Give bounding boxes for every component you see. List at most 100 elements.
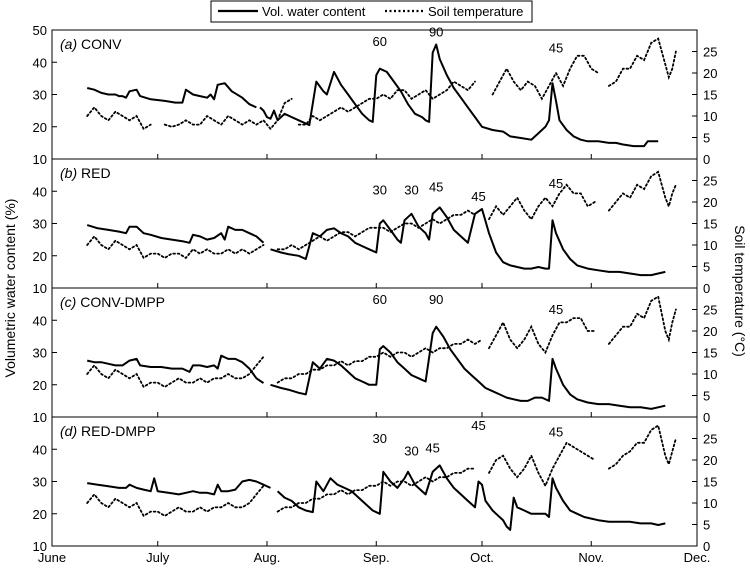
y-left-tick-label: 30 bbox=[33, 475, 47, 490]
temperature-line bbox=[608, 295, 677, 345]
y-right-tick-label: 5 bbox=[703, 131, 710, 146]
temperature-line bbox=[86, 234, 265, 260]
fertilizer-annotation: 45 bbox=[549, 302, 563, 317]
fertilizer-annotation: 60 bbox=[373, 292, 387, 307]
temperature-line bbox=[491, 54, 600, 101]
water-content-line bbox=[86, 224, 265, 244]
y-right-tick-label: 15 bbox=[703, 475, 717, 490]
x-tick-label: June bbox=[38, 550, 66, 565]
y-right-tick-label: 10 bbox=[703, 238, 717, 253]
y-left-tick-label: 20 bbox=[33, 378, 47, 393]
y-right-tick-label: 0 bbox=[703, 539, 710, 554]
y-left-tick-label: 30 bbox=[33, 88, 47, 103]
temperature-line bbox=[488, 441, 596, 488]
fertilizer-annotation: 45 bbox=[549, 176, 563, 191]
panel-frame bbox=[51, 158, 698, 289]
legend-box bbox=[210, 0, 533, 23]
y-axis-left-label: Volumetric water content (%) bbox=[2, 199, 18, 378]
y-right-tick-label: 10 bbox=[703, 109, 717, 124]
legend-temperature-label: Soil temperature bbox=[428, 4, 523, 19]
y-right-tick-label: 25 bbox=[703, 45, 717, 60]
y-right-tick-label: 0 bbox=[703, 281, 710, 296]
water-content-line bbox=[270, 325, 666, 410]
fertilizer-annotation: 45 bbox=[429, 179, 443, 194]
fertilizer-annotation: 45 bbox=[471, 189, 485, 204]
y-right-tick-label: 15 bbox=[703, 88, 717, 103]
x-tick-label: Oct. bbox=[470, 550, 494, 565]
x-tick-label: Sep. bbox=[363, 550, 390, 565]
panel-a: 10 20 30 40 50 0 5 10 15 20 25 (a) CONV 60 90 45 bbox=[33, 23, 718, 167]
water-content-line bbox=[87, 477, 271, 496]
fertilizer-annotation: 30 bbox=[373, 182, 387, 197]
y-left-tick-label: 10 bbox=[33, 152, 47, 167]
panel-d: 10 20 30 40 0 5 10 15 20 25 (d) RED-DMPP 30 30 45 45 45 bbox=[33, 416, 717, 554]
temperature-line bbox=[488, 183, 596, 221]
y-left-tick-label: 50 bbox=[33, 23, 47, 38]
y-right-tick-label: 5 bbox=[703, 260, 710, 275]
panel-title: (c) CONV-DMPP bbox=[60, 294, 165, 310]
fertilizer-annotation: 60 bbox=[373, 34, 387, 49]
y-left-tick-label: 40 bbox=[33, 184, 47, 199]
y-right-tick-label: 20 bbox=[703, 453, 717, 468]
y-left-tick-label: 20 bbox=[33, 120, 47, 135]
temperature-line bbox=[297, 80, 476, 126]
fertilizer-annotation: 30 bbox=[404, 182, 418, 197]
y-right-tick-label: 0 bbox=[703, 152, 710, 167]
x-tick-label: July bbox=[146, 550, 170, 565]
temperature-line bbox=[276, 338, 483, 384]
y-left-tick-label: 10 bbox=[33, 410, 47, 425]
panel-c: 10 20 30 40 0 5 10 15 20 25 (c) CONV-DMPP 60 90 45 bbox=[33, 287, 717, 425]
temperature-line bbox=[86, 105, 152, 131]
y-left-tick-label: 30 bbox=[33, 217, 47, 232]
x-tick-label: Dec. bbox=[684, 550, 711, 565]
water-content-line bbox=[259, 43, 659, 148]
y-left-tick-label: 40 bbox=[33, 55, 47, 70]
x-tick-label: Nov. bbox=[578, 550, 604, 565]
panel-title: (d) RED-DMPP bbox=[60, 423, 156, 439]
water-content-line bbox=[86, 354, 265, 384]
y-left-tick-label: 40 bbox=[33, 313, 47, 328]
water-content-line bbox=[276, 464, 666, 531]
temperature-line bbox=[86, 484, 265, 518]
fertilizer-annotation: 45 bbox=[471, 418, 485, 433]
legend: Vol. water content Soil temperature bbox=[210, 0, 533, 23]
y-right-tick-label: 20 bbox=[703, 324, 717, 339]
y-left-tick-label: 10 bbox=[33, 281, 47, 296]
y-axis-right-label: Soil temperature (°C) bbox=[732, 225, 748, 357]
x-tick-label: Aug. bbox=[254, 550, 281, 565]
panel-b: 10 20 30 40 0 5 10 15 20 25 (b) RED 30 30 45 45 45 bbox=[33, 158, 717, 296]
y-right-tick-label: 20 bbox=[703, 66, 717, 81]
panel-title: (a) CONV bbox=[60, 36, 122, 52]
y-left-tick-label: 40 bbox=[33, 442, 47, 457]
y-right-tick-label: 15 bbox=[703, 346, 717, 361]
y-right-tick-label: 25 bbox=[703, 303, 717, 318]
fertilizer-annotation: 45 bbox=[549, 41, 563, 56]
legend-water-label: Vol. water content bbox=[262, 4, 366, 19]
temperature-line bbox=[86, 355, 265, 389]
y-right-tick-label: 25 bbox=[703, 174, 717, 189]
temperature-line bbox=[608, 424, 677, 470]
y-left-tick-label: 20 bbox=[33, 507, 47, 522]
y-right-tick-label: 10 bbox=[703, 496, 717, 511]
fertilizer-annotation: 90 bbox=[429, 24, 443, 39]
water-content-line bbox=[86, 82, 257, 109]
temperature-line bbox=[608, 37, 677, 87]
fertilizer-annotation: 90 bbox=[429, 292, 443, 307]
y-right-tick-label: 25 bbox=[703, 432, 717, 447]
y-left-tick-label: 30 bbox=[33, 346, 47, 361]
temperature-line bbox=[163, 97, 293, 131]
y-right-tick-label: 5 bbox=[703, 518, 710, 533]
y-right-tick-label: 15 bbox=[703, 217, 717, 232]
fertilizer-annotation: 30 bbox=[404, 444, 418, 459]
temperature-line bbox=[488, 317, 596, 355]
temperature-line bbox=[608, 170, 677, 212]
y-right-tick-label: 5 bbox=[703, 389, 710, 404]
water-content-line bbox=[270, 206, 666, 277]
panel-title: (b) RED bbox=[60, 165, 111, 181]
y-left-tick-label: 10 bbox=[33, 539, 47, 554]
y-right-tick-label: 10 bbox=[703, 367, 717, 382]
temperature-line bbox=[276, 467, 476, 513]
y-left-tick-label: 20 bbox=[33, 249, 47, 264]
fertilizer-annotation: 30 bbox=[373, 431, 387, 446]
